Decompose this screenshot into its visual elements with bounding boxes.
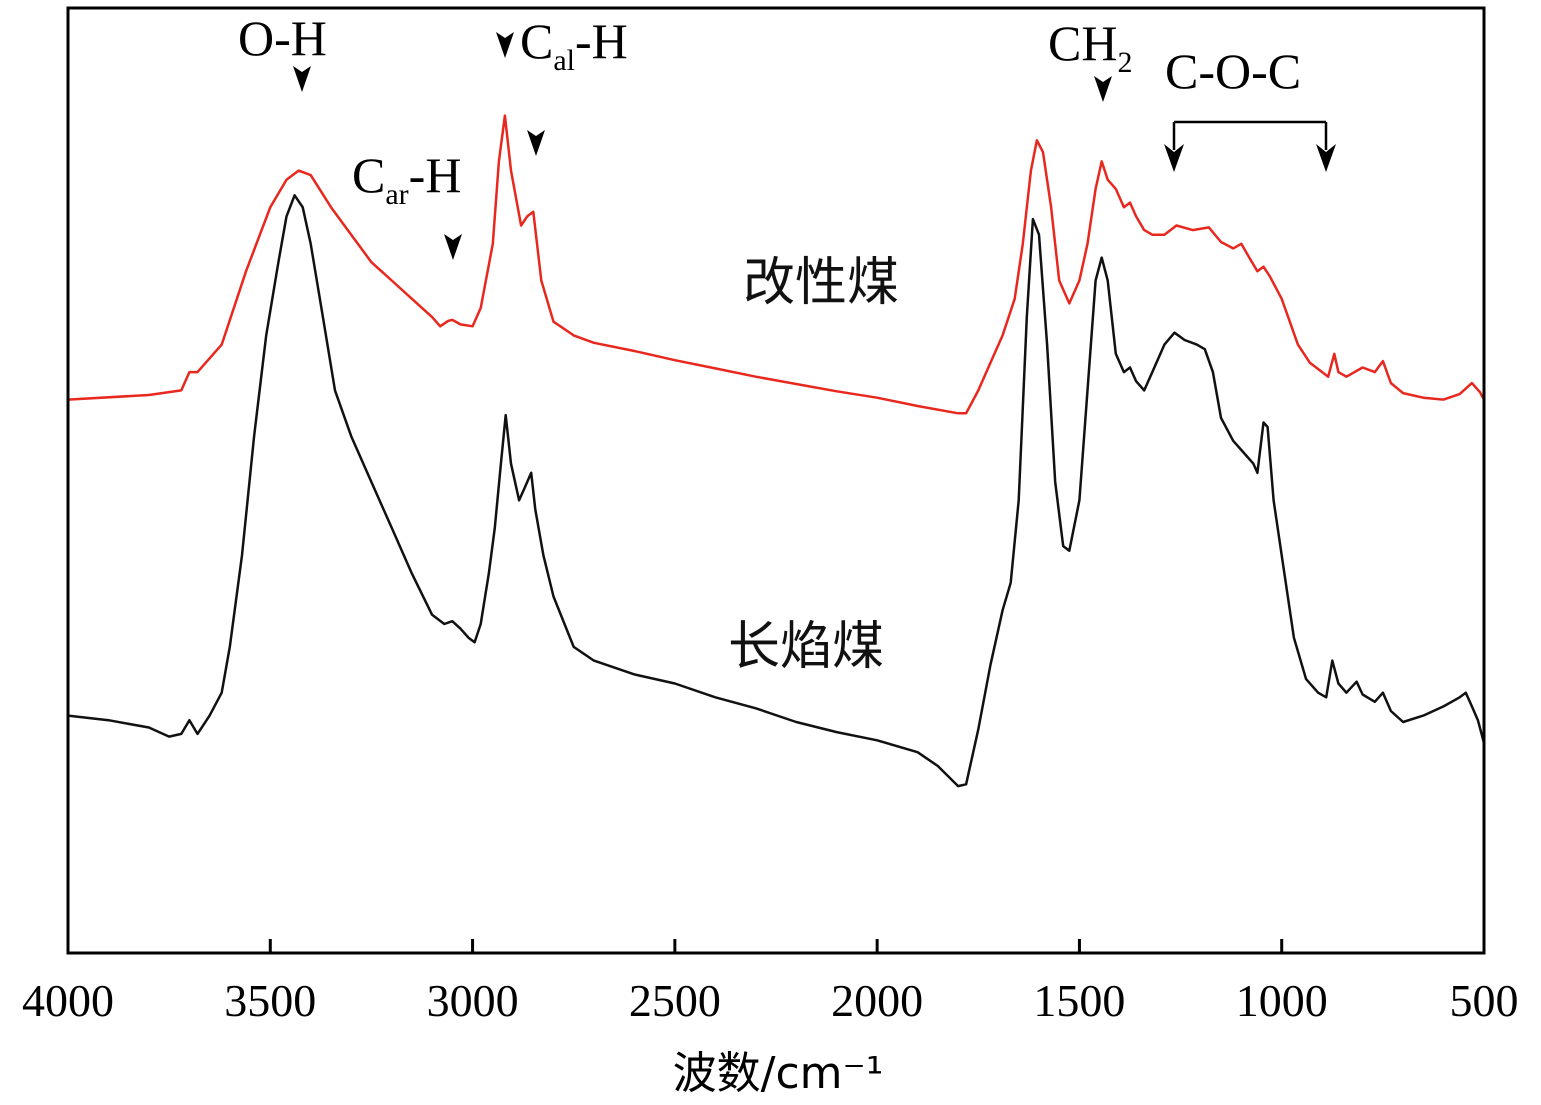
annotation-ch2: CH2 — [1048, 15, 1132, 79]
series-label-modified-coal: 改性煤 — [743, 253, 899, 313]
x-tick-label-2000: 2000 — [831, 975, 923, 1026]
x-tick-label-3500: 3500 — [224, 975, 316, 1026]
x-tick-label-500: 500 — [1450, 975, 1519, 1026]
x-axis-label: 波数/cm⁻¹ — [673, 1048, 884, 1099]
series-line-long-flame-coal — [67, 194, 1486, 788]
x-tick-labels: 4000 3500 3000 2500 2000 1500 1000 500 — [22, 975, 1519, 1026]
arrow-car-h-icon — [444, 234, 462, 260]
arrow-cal-h-second-icon — [527, 130, 545, 156]
x-tick-label-2500: 2500 — [629, 975, 721, 1026]
annotation-coc: C-O-C — [1165, 43, 1301, 99]
x-tick-label-3000: 3000 — [427, 975, 519, 1026]
x-tick-label-4000: 4000 — [22, 975, 114, 1026]
annotation-cal-h: Cal-H — [520, 13, 628, 77]
x-tick-label-1000: 1000 — [1236, 975, 1328, 1026]
arrow-cal-h-main-icon — [496, 32, 514, 58]
bracket-coc — [1164, 120, 1336, 172]
x-ticks — [66, 939, 1486, 953]
annotation-oh: O-H — [238, 10, 327, 66]
series-layer — [67, 114, 1486, 788]
x-tick-label-1500: 1500 — [1033, 975, 1125, 1026]
arrow-ch2-icon — [1094, 76, 1112, 102]
arrow-coc-left-icon — [1164, 144, 1184, 172]
plot-frame — [66, 6, 1486, 955]
arrow-coc-right-icon — [1316, 144, 1336, 172]
series-label-long-flame-coal: 长焰煤 — [728, 617, 884, 677]
series-line-modified-coal — [67, 114, 1486, 415]
arrow-oh-icon — [293, 66, 311, 92]
annotation-car-h: Car-H — [352, 147, 461, 211]
